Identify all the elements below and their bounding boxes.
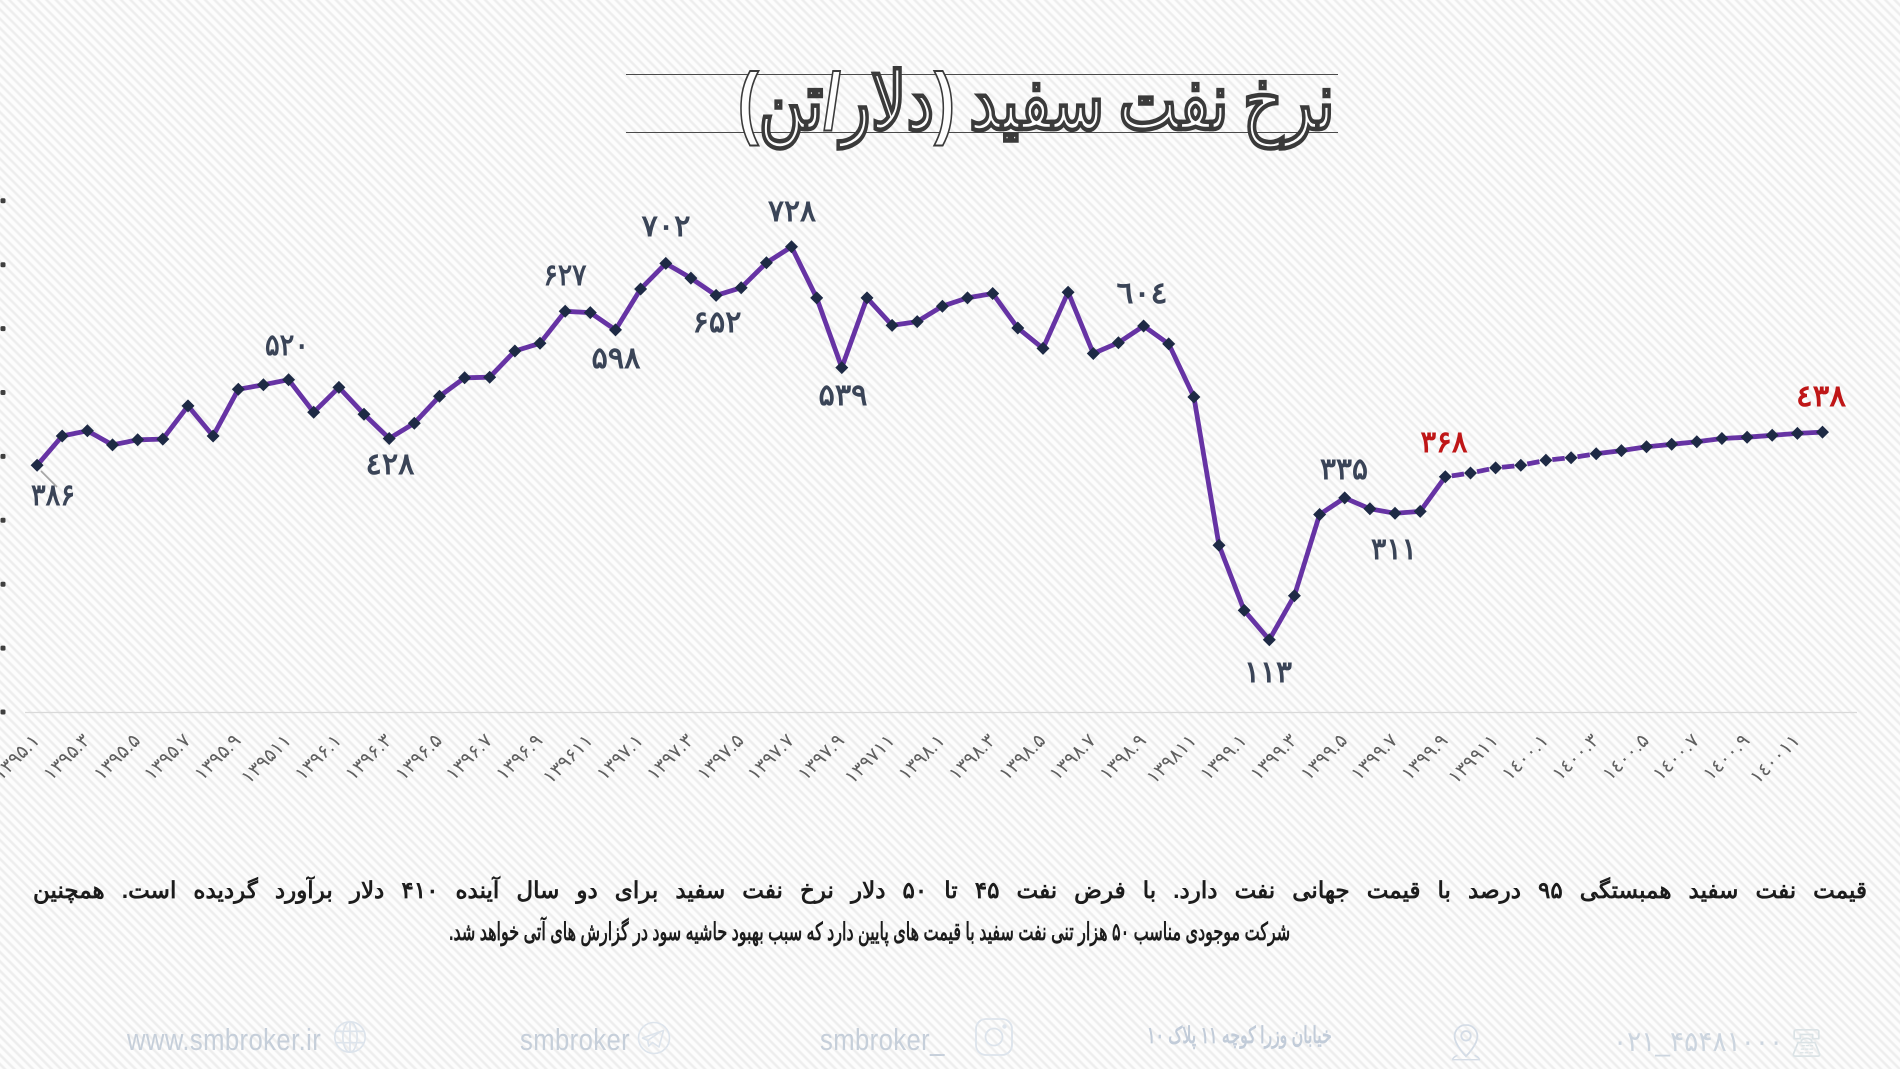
- svg-text:۳۶۸: ۳۶۸: [1421, 426, 1469, 459]
- svg-text:۱۳۹۷.۹: ۱۳۹۷.۹: [794, 730, 849, 785]
- svg-text:۱۳۹۶.۱: ۱۳۹۶.۱: [291, 730, 346, 785]
- svg-text:۱۳۹۸.۷: ۱۳۹۸.۷: [1046, 730, 1101, 785]
- svg-text:۱٤۰۰.۳: ۱٤۰۰.۳: [1549, 730, 1604, 785]
- svg-text:۳۸۶: ۳۸۶: [31, 479, 75, 512]
- svg-text:۳۱۱: ۳۱۱: [1371, 533, 1417, 566]
- svg-text:۱٤۰۰۱۱: ۱٤۰۰۱۱: [1746, 730, 1804, 788]
- svg-text:۱۳۹۸.۳: ۱۳۹۸.۳: [945, 730, 1000, 785]
- svg-text:۱۳۹۵.۷: ۱۳۹۵.۷: [140, 730, 195, 785]
- svg-text:۱۳۹۵.۵: ۱۳۹۵.۵: [90, 730, 145, 785]
- svg-text:۱۳۹۵.۳: ۱۳۹۵.۳: [40, 730, 95, 785]
- svg-text:۱٤۰۰.۷: ۱٤۰۰.۷: [1649, 730, 1704, 785]
- svg-text:۱۳۹۶.۷: ۱۳۹۶.۷: [442, 730, 497, 785]
- svg-text:۱۳۹۸۱۱: ۱۳۹۸۱۱: [1143, 730, 1201, 788]
- svg-text:۱۳۹۹.۳: ۱۳۹۹.۳: [1247, 730, 1302, 785]
- svg-text:٤۲۸: ٤۲۸: [366, 448, 416, 481]
- svg-text:۱۳۹۶۱۱: ۱۳۹۶۱۱: [539, 730, 597, 788]
- svg-text:۶۲۷: ۶۲۷: [544, 259, 588, 292]
- svg-text:٦۰٤: ٦۰٤: [1117, 277, 1168, 310]
- svg-text:۱۳۹۸.۱: ۱۳۹۸.۱: [895, 730, 950, 785]
- svg-text:۱٤۰۰.۹: ۱٤۰۰.۹: [1700, 730, 1755, 785]
- svg-text:۱۳۹۹.۹: ۱۳۹۹.۹: [1398, 730, 1453, 785]
- svg-text:۵۳۹: ۵۳۹: [819, 379, 868, 412]
- svg-text:٤۳۸: ٤۳۸: [1796, 380, 1847, 413]
- svg-text:۷۰۲: ۷۰۲: [642, 210, 691, 243]
- svg-text:۱۳۹۵۱۱: ۱۳۹۵۱۱: [238, 730, 296, 788]
- svg-text:۱۳۹۶.۵: ۱۳۹۶.۵: [392, 730, 447, 785]
- svg-text:۵۲۰: ۵۲۰: [265, 329, 309, 362]
- svg-text:۱۳۹۶.۹: ۱۳۹۶.۹: [492, 730, 547, 785]
- svg-text:۱۳۹۹.۱: ۱۳۹۹.۱: [1197, 730, 1252, 785]
- svg-text:۱۳۹۷.۷: ۱۳۹۷.۷: [744, 730, 799, 785]
- svg-text:۱۳۹۷.۳: ۱۳۹۷.۳: [643, 730, 698, 785]
- svg-text:۶۵۲: ۶۵۲: [693, 306, 742, 339]
- svg-text:۱۱۳: ۱۱۳: [1244, 656, 1292, 689]
- svg-text:۱۳۹۸.۹: ۱۳۹۸.۹: [1096, 730, 1151, 785]
- svg-text:۱۳۹۷.۱: ۱۳۹۷.۱: [593, 730, 648, 785]
- svg-text:۱۳۹۹۱۱: ۱۳۹۹۱۱: [1445, 730, 1503, 788]
- svg-text:۱۳۹۵.۱: ۱۳۹۵.۱: [0, 730, 44, 785]
- svg-text:۱۳۹۵.۹: ۱۳۹۵.۹: [191, 730, 246, 785]
- svg-text:۱۳۹۷.۵: ۱۳۹۷.۵: [694, 730, 749, 785]
- svg-text:۷۲۸: ۷۲۸: [768, 195, 817, 228]
- svg-text:۵۹۸: ۵۹۸: [592, 342, 642, 375]
- svg-text:۱۳۹۹.۷: ۱۳۹۹.۷: [1347, 730, 1402, 785]
- svg-text:۱٤۰۰.۱: ۱٤۰۰.۱: [1498, 730, 1553, 785]
- svg-text:۱۳۹۸.۵: ۱۳۹۸.۵: [995, 730, 1050, 785]
- svg-text:۱٤۰۰.۵: ۱٤۰۰.۵: [1599, 730, 1654, 785]
- svg-text:۱۳۹۶.۳: ۱۳۹۶.۳: [342, 730, 397, 785]
- svg-text:۱۳۹۹.۵: ۱۳۹۹.۵: [1297, 730, 1352, 785]
- svg-text:۳۳۵: ۳۳۵: [1320, 453, 1368, 486]
- svg-text:۱۳۹۷۱۱: ۱۳۹۷۱۱: [841, 730, 899, 788]
